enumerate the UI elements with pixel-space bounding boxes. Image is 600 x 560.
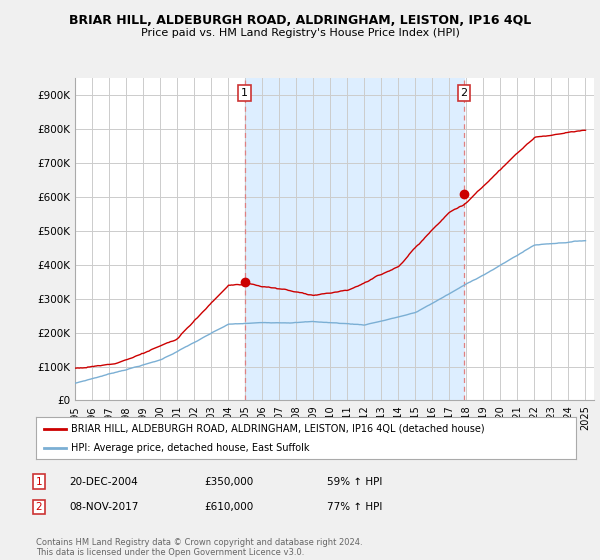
Text: BRIAR HILL, ALDEBURGH ROAD, ALDRINGHAM, LEISTON, IP16 4QL (detached house): BRIAR HILL, ALDEBURGH ROAD, ALDRINGHAM, … (71, 424, 485, 434)
Text: 1: 1 (35, 477, 43, 487)
Text: 1: 1 (241, 88, 248, 98)
Bar (245, 78, 464, 400)
Text: 20-DEC-2004: 20-DEC-2004 (69, 477, 138, 487)
Text: 77% ↑ HPI: 77% ↑ HPI (327, 502, 382, 512)
Text: 2: 2 (35, 502, 43, 512)
Text: £350,000: £350,000 (204, 477, 253, 487)
Text: Contains HM Land Registry data © Crown copyright and database right 2024.
This d: Contains HM Land Registry data © Crown c… (36, 538, 362, 557)
Text: 2: 2 (460, 88, 467, 98)
Text: 59% ↑ HPI: 59% ↑ HPI (327, 477, 382, 487)
Text: Price paid vs. HM Land Registry's House Price Index (HPI): Price paid vs. HM Land Registry's House … (140, 28, 460, 38)
Text: HPI: Average price, detached house, East Suffolk: HPI: Average price, detached house, East… (71, 444, 310, 453)
Text: BRIAR HILL, ALDEBURGH ROAD, ALDRINGHAM, LEISTON, IP16 4QL: BRIAR HILL, ALDEBURGH ROAD, ALDRINGHAM, … (69, 14, 531, 27)
Text: £610,000: £610,000 (204, 502, 253, 512)
Text: 08-NOV-2017: 08-NOV-2017 (69, 502, 139, 512)
